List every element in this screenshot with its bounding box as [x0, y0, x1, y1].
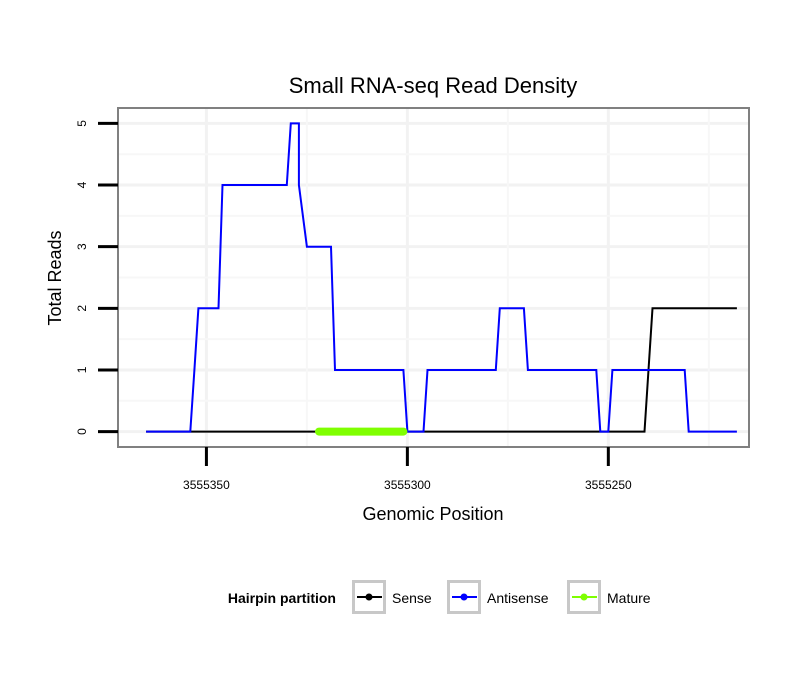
legend-item-antisense: Antisense	[447, 580, 549, 614]
legend-key-point	[365, 593, 373, 601]
series-line-antisense	[146, 122, 737, 433]
y-tick-label: 5	[75, 120, 89, 127]
x-tick-label: 3555250	[585, 478, 632, 492]
legend-key-point	[580, 593, 588, 601]
legend-title: Hairpin partition	[228, 590, 336, 606]
grid-lines	[118, 108, 749, 447]
legend-item-mature: Mature	[567, 580, 651, 614]
legend-label: Sense	[392, 590, 432, 606]
y-tick-label: 4	[75, 181, 89, 188]
x-axis-title: Genomic Position	[362, 504, 503, 524]
y-tick-label: 0	[75, 428, 89, 435]
y-tick-label: 1	[75, 366, 89, 373]
y-axis-title: Total Reads	[45, 230, 65, 325]
plot-border	[117, 107, 750, 448]
legend-label: Mature	[607, 590, 651, 606]
chart-title: Small RNA-seq Read Density	[289, 73, 578, 98]
y-tick-label: 3	[75, 243, 89, 250]
legend: Hairpin partition Sense Antisense Mature	[228, 580, 651, 614]
x-tick-label: 3555350	[183, 478, 230, 492]
axes: 0 1 2 3 4 5 3555350 3555300 3555250	[75, 120, 632, 492]
legend-item-sense: Sense	[352, 580, 432, 614]
legend-key-point	[460, 593, 468, 601]
x-tick-label: 3555300	[384, 478, 431, 492]
legend-label: Antisense	[487, 590, 549, 606]
y-tick-label: 2	[75, 305, 89, 312]
series-layer	[146, 122, 737, 436]
